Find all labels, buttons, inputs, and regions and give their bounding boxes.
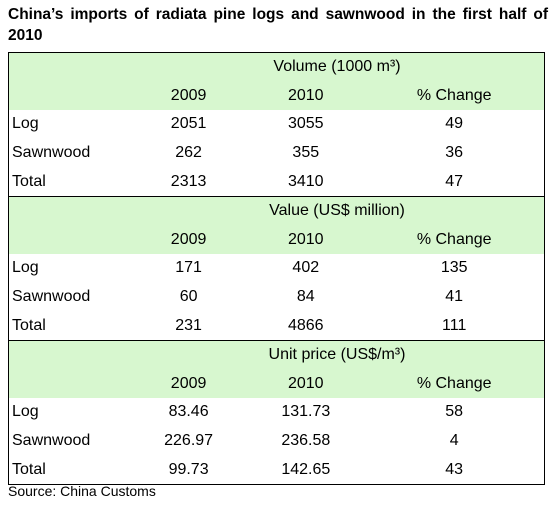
cell: 231	[175, 316, 202, 334]
cell: 2313	[170, 172, 207, 190]
column-header: 2010	[247, 81, 365, 111]
column-header: % Change	[364, 225, 545, 255]
cell	[8, 51, 130, 82]
cell: 4866	[287, 316, 324, 334]
row-label: Total	[12, 316, 46, 334]
row-label: Log	[12, 115, 39, 133]
row-label: Total	[12, 172, 46, 190]
data-row: Log 171 402 135	[9, 254, 545, 283]
cell: 47	[445, 172, 464, 190]
cell	[8, 339, 130, 370]
data-row: Sawnwood 226.97 236.58 4	[9, 427, 545, 456]
cell: 131.73	[281, 403, 331, 421]
data-row: Log 83.46 131.73 58	[9, 398, 545, 427]
row-label: Log	[12, 403, 39, 421]
column-header: 2009	[130, 369, 248, 399]
cell: 226.97	[164, 432, 214, 450]
cell: 135	[440, 259, 468, 277]
cell: 355	[292, 144, 320, 162]
cell: 3055	[287, 115, 324, 133]
row-label: Total	[12, 460, 46, 478]
section-heading: Unit price (US$/m³)	[130, 339, 545, 370]
cell: 58	[445, 403, 464, 421]
data-row: Sawnwood 262 355 36	[9, 139, 545, 168]
section-heading-row: Unit price (US$/m³)	[8, 339, 545, 370]
cell: 4	[449, 432, 459, 450]
section-heading-row: Value (US$ million)	[8, 195, 545, 226]
data-row: Total 2313 3410 47	[9, 167, 545, 196]
cell: 402	[292, 259, 320, 277]
data-row: Total 231 4866 111	[9, 311, 545, 340]
row-label: Sawnwood	[12, 144, 91, 162]
section-heading: Value (US$ million)	[130, 195, 545, 226]
column-header-row: 2009 2010% Change	[8, 225, 545, 255]
column-header: 2009	[130, 225, 248, 255]
source-note: Source: China Customs	[8, 483, 156, 499]
cell: 36	[445, 144, 464, 162]
column-header: % Change	[364, 81, 545, 111]
cell: 99.73	[168, 460, 209, 478]
cell: 262	[175, 144, 202, 162]
title: China’s imports of radiata pine logs and…	[8, 6, 548, 44]
data-row: Total 99.73 142.65 43	[9, 455, 545, 484]
data-row: Log 2051 3055 49	[9, 110, 545, 139]
cell: 60	[179, 288, 198, 306]
data-row: Sawnwood 60 84 41	[9, 283, 545, 312]
row-label: Sawnwood	[12, 288, 91, 306]
cell: 171	[175, 259, 202, 277]
column-header: % Change	[364, 369, 545, 399]
cell	[8, 225, 130, 255]
cell: 236.58	[281, 432, 331, 450]
column-header: 2010	[247, 225, 365, 255]
cell	[8, 81, 130, 111]
section-heading: Volume (1000 m³)	[130, 51, 545, 82]
column-header: 2009	[130, 81, 248, 111]
cell: 83.46	[168, 403, 209, 421]
cell: 49	[445, 115, 464, 133]
column-header: 2010	[247, 369, 365, 399]
cell: 43	[445, 460, 464, 478]
cell	[8, 369, 130, 399]
section-heading-row: Volume (1000 m³)	[8, 51, 545, 82]
cell: 111	[442, 316, 467, 334]
cell: 84	[296, 288, 315, 306]
row-label: Log	[12, 259, 39, 277]
column-header-row: 2009 2010% Change	[8, 369, 545, 399]
cell: 142.65	[281, 460, 331, 478]
cell: 3410	[287, 172, 324, 190]
cell	[8, 195, 130, 226]
cell: 2051	[170, 115, 207, 133]
column-header-row: 2009 2010% Change	[8, 81, 545, 111]
cell: 41	[445, 288, 464, 306]
data-table: Volume (1000 m³) 2009 2010% Change Log 2051 3…	[8, 51, 545, 485]
row-label: Sawnwood	[12, 432, 91, 450]
